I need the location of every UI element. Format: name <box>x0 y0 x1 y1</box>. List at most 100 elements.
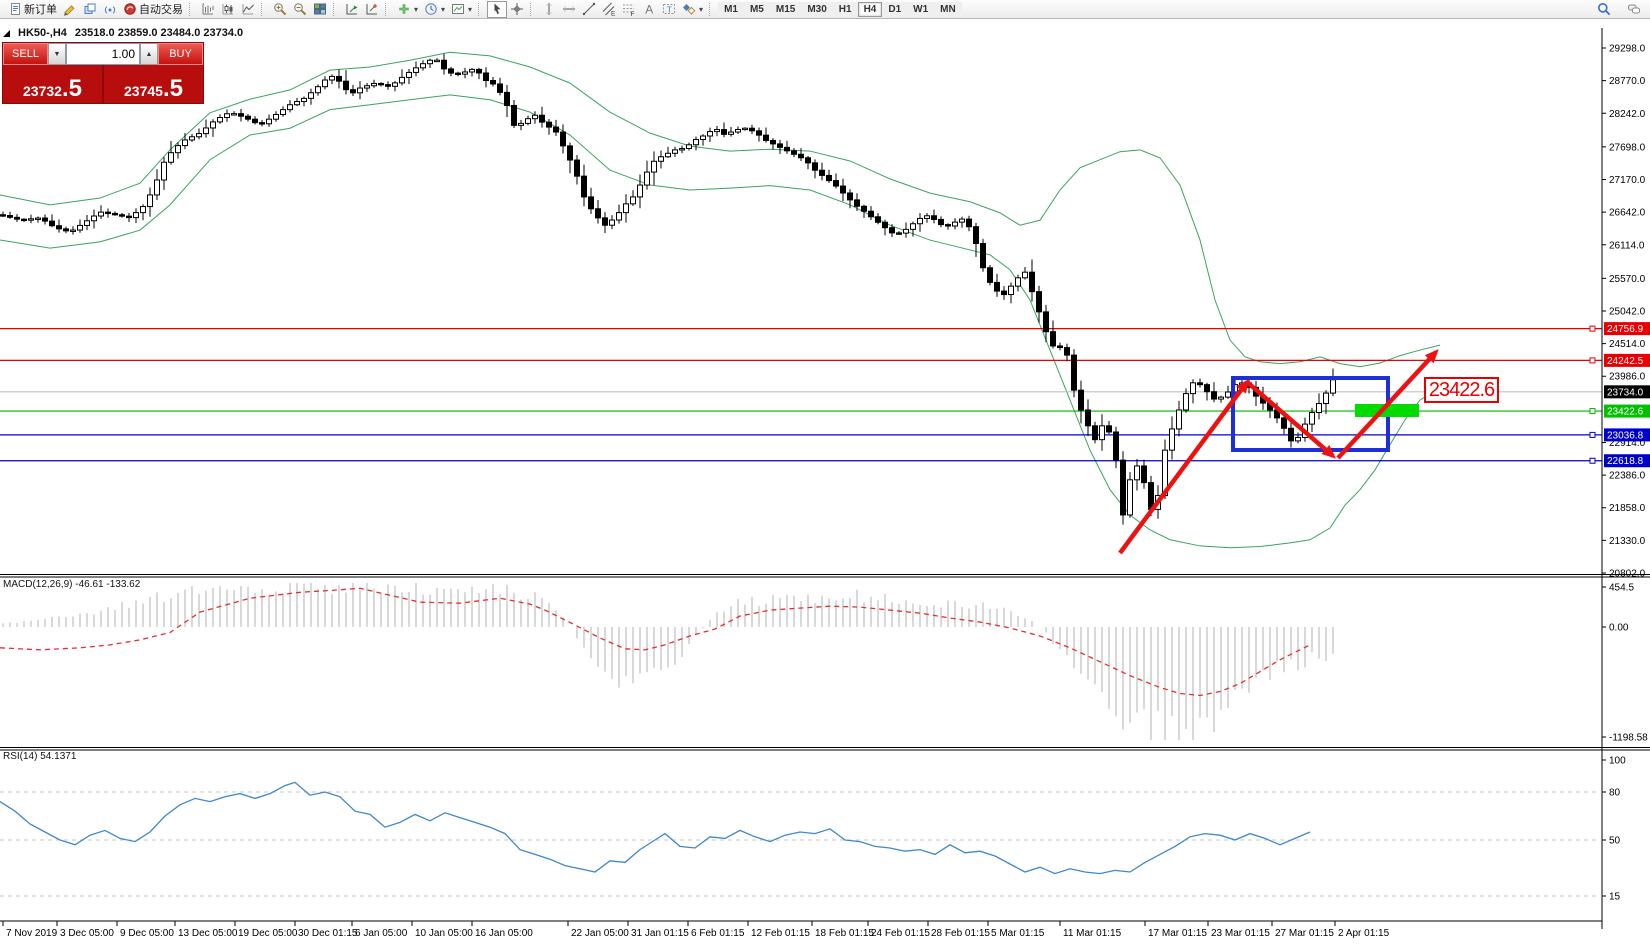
arrows-tool-button[interactable]: ▾ <box>679 1 706 18</box>
trade-panel-divider <box>102 65 104 103</box>
add-indicator-button[interactable]: ▾ <box>394 1 421 18</box>
line-anchor[interactable] <box>1589 457 1596 464</box>
svg-text:29298.0: 29298.0 <box>1609 44 1646 55</box>
volume-input[interactable] <box>66 43 140 65</box>
template-icon <box>451 2 465 16</box>
svg-text:27698.0: 27698.0 <box>1609 142 1646 153</box>
chart-template-button[interactable]: ▾ <box>448 1 475 18</box>
timeframe-d1-button[interactable]: D1 <box>882 1 908 17</box>
quick-search-button[interactable] <box>1594 1 1614 18</box>
timeframe-h4-button[interactable]: H4 <box>857 1 883 17</box>
market-watch-button[interactable] <box>80 1 100 18</box>
texta-icon: A <box>642 2 656 17</box>
sell-price[interactable]: 23732.5 <box>23 75 82 102</box>
community-chat-button[interactable] <box>1624 1 1644 18</box>
buy-button[interactable]: BUY <box>158 43 203 65</box>
chevron-down-icon: ▾ <box>699 4 704 14</box>
time-label: 28 Feb 01:15 <box>931 928 990 939</box>
timeframe-m1-button[interactable]: M1 <box>718 1 744 17</box>
rsi-panel: 100 80 50 15 <box>0 756 1626 903</box>
price-axis: 29298.0 28770.0 28242.0 27698.0 27170.0 26642… <box>1601 28 1650 921</box>
price-callout-label[interactable]: 23422.6 <box>1424 377 1499 403</box>
line-anchor[interactable] <box>1589 357 1596 364</box>
svg-text:23986.0: 23986.0 <box>1609 372 1646 383</box>
bollinger-bands <box>0 51 1441 549</box>
cursor-tool-button[interactable] <box>487 0 508 18</box>
bars-icon <box>201 2 215 16</box>
macd-indicator-label: MACD(12,26,9) -46.61 -133.62 <box>3 579 141 590</box>
bar-chart-mode-button[interactable] <box>198 1 218 18</box>
svg-text:50: 50 <box>1609 836 1621 847</box>
signals-button[interactable] <box>100 1 120 18</box>
candlesticks <box>0 53 1336 525</box>
buy-price[interactable]: 23745.5 <box>124 75 183 102</box>
timeframe-m30-button[interactable]: M30 <box>801 1 833 17</box>
toolbar-grip <box>709 2 716 16</box>
candle-chart-mode-button[interactable] <box>218 1 238 18</box>
period-selector-button[interactable]: ▾ <box>421 1 448 18</box>
auto-trading-label: 自动交易 <box>139 4 183 16</box>
fibonacci-tool-button[interactable]: F <box>619 1 639 18</box>
auto-scroll-button[interactable] <box>342 1 362 18</box>
chart-shift-button[interactable] <box>362 1 382 18</box>
svg-text:80: 80 <box>1609 788 1621 799</box>
svg-text:100: 100 <box>1609 756 1626 767</box>
svg-text:25570.0: 25570.0 <box>1609 274 1646 285</box>
svg-text:22618.8: 22618.8 <box>1607 456 1644 467</box>
sell-button[interactable]: SELL <box>3 43 48 65</box>
line-anchor[interactable] <box>1589 408 1596 415</box>
crosshair-tool-button[interactable] <box>507 1 527 18</box>
volume-decrease-button[interactable]: ▼ <box>48 43 66 65</box>
vertical-line-tool-button[interactable] <box>539 1 559 18</box>
time-label: 5 Mar 01:15 <box>991 928 1045 939</box>
toolbar-grip <box>0 3 3 16</box>
svg-text:T: T <box>667 5 672 15</box>
trend-arrow-1[interactable] <box>1118 378 1250 555</box>
horizontal-line-tool-button[interactable] <box>559 1 579 18</box>
trend-arrow-3[interactable] <box>1336 349 1439 460</box>
svg-text:23422.6: 23422.6 <box>1607 407 1644 418</box>
volume-increase-button[interactable]: ▲ <box>140 43 158 65</box>
timeframe-w1-button[interactable]: W1 <box>907 1 935 17</box>
svg-text:22386.0: 22386.0 <box>1609 471 1646 482</box>
timeframe-m15-button[interactable]: M15 <box>769 1 802 17</box>
svg-text:26642.0: 26642.0 <box>1609 208 1646 219</box>
svg-text:21330.0: 21330.0 <box>1609 536 1646 547</box>
time-label: 2 Apr 01:15 <box>1338 928 1390 939</box>
channel-tool-button[interactable]: E <box>599 1 619 18</box>
zoom-out-button[interactable] <box>290 1 310 18</box>
chevron-down-icon: ▾ <box>414 4 419 14</box>
shapes-icon <box>682 2 696 16</box>
svg-text:24242.5: 24242.5 <box>1607 356 1644 367</box>
fibo-icon: F <box>622 2 636 16</box>
axis-tag-23036.8 <box>1604 428 1650 442</box>
entry-zone-highlight[interactable] <box>1355 404 1419 417</box>
tile-windows-button[interactable] <box>310 1 330 18</box>
time-label: 17 Mar 01:15 <box>1148 928 1207 939</box>
addind-icon <box>397 2 411 16</box>
tline-icon <box>582 2 596 16</box>
auto-trading-button[interactable]: 自动交易 <box>120 1 186 18</box>
time-label: 9 Dec 05:00 <box>120 928 174 939</box>
zoomout-icon <box>293 2 307 16</box>
profileplay-icon <box>345 2 359 16</box>
svg-text:0.00: 0.00 <box>1609 623 1629 634</box>
line-anchor[interactable] <box>1589 325 1596 332</box>
text-label-tool-button[interactable]: T <box>659 1 679 18</box>
svg-text:28242.0: 28242.0 <box>1609 109 1646 120</box>
timeframe-h1-button[interactable]: H1 <box>832 1 858 17</box>
text-tool-button[interactable]: A <box>639 1 659 18</box>
zoom-in-button[interactable] <box>270 1 290 18</box>
timeframe-mn-button[interactable]: MN <box>934 1 962 17</box>
line-anchor[interactable] <box>1589 431 1596 438</box>
trendline-tool-button[interactable] <box>579 1 599 18</box>
svg-text:21858.0: 21858.0 <box>1609 503 1646 514</box>
chart-title: HK50-,H4 23518.0 23859.0 23484.0 23734.0 <box>3 27 243 39</box>
new-order-button[interactable]: 新订单 <box>5 1 60 18</box>
highlighter-button[interactable] <box>60 1 80 18</box>
timeframe-m5-button[interactable]: M5 <box>743 1 770 17</box>
time-label: 19 Dec 05:00 <box>238 928 298 939</box>
line-chart-mode-button[interactable] <box>238 1 258 18</box>
trend-arrow-2[interactable] <box>1245 380 1337 459</box>
toolbar-grip <box>261 2 268 16</box>
